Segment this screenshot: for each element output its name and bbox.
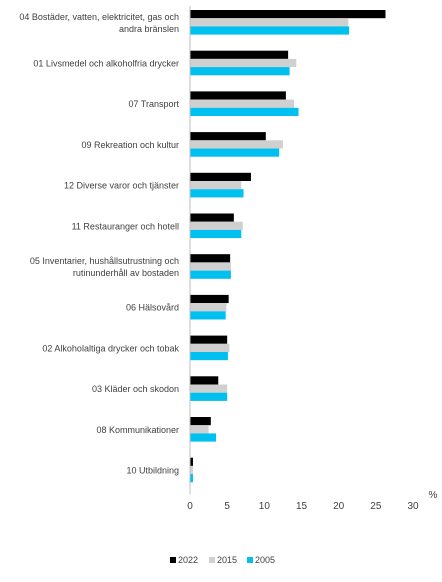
bar-2005-6	[190, 229, 242, 239]
x-tick-label-10: 10	[259, 501, 271, 512]
bar-2015-5	[190, 181, 242, 190]
bar-2015-11	[190, 425, 209, 434]
bar-2005-5	[190, 189, 244, 198]
bar-2005-7	[190, 270, 231, 279]
category-label-7-line-1: 05 Inventarier, hushållsutrustning och	[30, 256, 179, 266]
category-label-1-line-1: 04 Bostäder, vatten, elektricitet, gas o…	[19, 12, 179, 22]
bar-2005-12	[190, 474, 193, 483]
legend-label-2005: 2005	[255, 555, 275, 565]
category-labels: 04 Bostäder, vatten, elektricitet, gas o…	[19, 12, 179, 476]
category-label-11: 08 Kommunikationer	[96, 425, 179, 435]
bar-2022-7	[190, 254, 231, 263]
category-label-9: 02 Alkoholaltiga drycker och tobak	[42, 343, 179, 353]
bar-2015-9	[190, 343, 230, 352]
bar-2015-8	[190, 303, 227, 312]
legend-swatch-2015	[209, 557, 215, 563]
bar-2015-3	[190, 99, 295, 108]
bar-2005-8	[190, 311, 226, 320]
bar-2022-6	[190, 213, 234, 222]
bar-2005-3	[190, 107, 299, 116]
bar-2015-2	[190, 58, 297, 68]
bar-2015-7	[190, 262, 231, 271]
legend-swatch-2005	[247, 557, 253, 563]
bar-2022-10	[190, 376, 219, 385]
bar-2022-3	[190, 91, 286, 100]
bar-2005-10	[190, 392, 228, 401]
category-label-6: 11 Restauranger och hotell	[72, 221, 179, 231]
bar-2022-9	[190, 335, 228, 344]
legend-label-2022: 2022	[178, 555, 198, 565]
category-label-3: 07 Transport	[128, 99, 179, 109]
bar-2005-11	[190, 433, 217, 442]
x-axis-ticks: 0 5 10 15 20 25 30	[187, 501, 419, 512]
bar-2022-11	[190, 417, 211, 426]
category-label-2: 01 Livsmedel och alkoholfria drycker	[33, 59, 179, 69]
x-tick-label-30: 30	[407, 501, 419, 512]
legend-label-2015: 2015	[217, 555, 237, 565]
bar-2022-4	[190, 132, 266, 141]
x-tick-label-0: 0	[187, 501, 193, 512]
legend-swatch-2022	[170, 557, 176, 563]
bar-2022-1	[190, 10, 386, 19]
bar-2005-4	[190, 148, 280, 157]
category-label-12: 10 Utbildning	[126, 466, 179, 476]
x-tick-label-25: 25	[370, 501, 382, 512]
category-label-7-line-2: rutinunderhåll av bostaden	[73, 268, 179, 278]
bars-layer	[190, 10, 386, 483]
category-label-5: 12 Diverse varor och tjänster	[64, 181, 179, 191]
bar-2005-9	[190, 352, 228, 361]
x-axis-unit-label: %	[429, 490, 438, 501]
bar-2015-10	[190, 384, 228, 393]
bar-2022-5	[190, 172, 251, 181]
category-label-4: 09 Rekreation och kultur	[81, 140, 179, 150]
bar-2015-6	[190, 221, 243, 230]
bar-2005-2	[190, 67, 290, 76]
bar-2022-2	[190, 50, 289, 59]
category-label-1-line-2: andra bränslen	[119, 24, 179, 34]
legend: 2022 2015 2005	[170, 555, 275, 565]
x-tick-label-20: 20	[333, 501, 345, 512]
category-label-8: 06 Hälsovård	[126, 303, 179, 313]
bar-2022-12	[190, 457, 193, 466]
bar-2015-4	[190, 140, 283, 149]
bar-2005-1	[190, 26, 350, 35]
x-tick-label-15: 15	[296, 501, 308, 512]
bar-2015-12	[190, 465, 193, 475]
bar-2022-8	[190, 294, 229, 304]
bar-2015-1	[190, 18, 349, 27]
category-label-10: 03 Kläder och skodon	[92, 384, 179, 394]
x-tick-label-5: 5	[224, 501, 230, 512]
